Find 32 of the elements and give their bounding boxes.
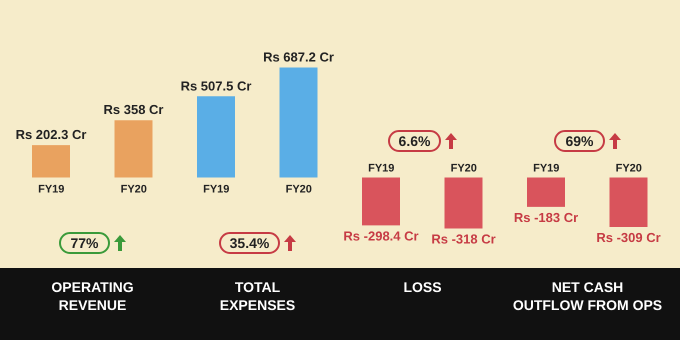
text: TOTAL EXPENSES <box>218 278 296 314</box>
bar <box>280 68 318 178</box>
text: 35.4% <box>218 232 280 254</box>
x-tick-label: FY19 <box>533 162 560 175</box>
data-label: Rs -298.4 Cr <box>343 228 419 244</box>
data-label: Rs -309 Cr <box>596 230 661 246</box>
x-tick-label: FY19 <box>203 184 230 196</box>
text: 77% <box>59 232 110 254</box>
x-tick-label: FY20 <box>286 184 312 196</box>
data-label: Rs -318 Cr <box>431 231 496 246</box>
bar <box>32 145 70 178</box>
data-label: Rs 507.5 Cr <box>180 78 252 94</box>
x-tick-label: FY19 <box>38 184 64 196</box>
data-label: Rs 358 Cr <box>104 102 164 118</box>
data-label: Rs 687.2 Cr <box>263 50 334 65</box>
x-tick-label: FY20 <box>120 184 147 196</box>
text: LOSS <box>402 278 443 296</box>
text: OPERATING REVENUE <box>50 278 135 314</box>
data-label: Rs 202.3 Cr <box>16 127 86 142</box>
bar <box>444 178 482 228</box>
bar <box>610 178 648 228</box>
x-tick-label: FY19 <box>368 162 394 175</box>
bar <box>197 96 235 178</box>
data-label: Rs -183 Cr <box>514 210 578 225</box>
bar <box>362 178 400 226</box>
text: NET CASH OUTFLOW FROM OPS <box>512 278 664 314</box>
bar <box>527 178 565 207</box>
annotation: 6.6% <box>388 130 442 152</box>
x-tick-label: FY20 <box>450 162 477 175</box>
annotation: 69% <box>554 130 605 152</box>
bar <box>114 120 152 178</box>
x-tick-label: FY20 <box>616 162 642 175</box>
